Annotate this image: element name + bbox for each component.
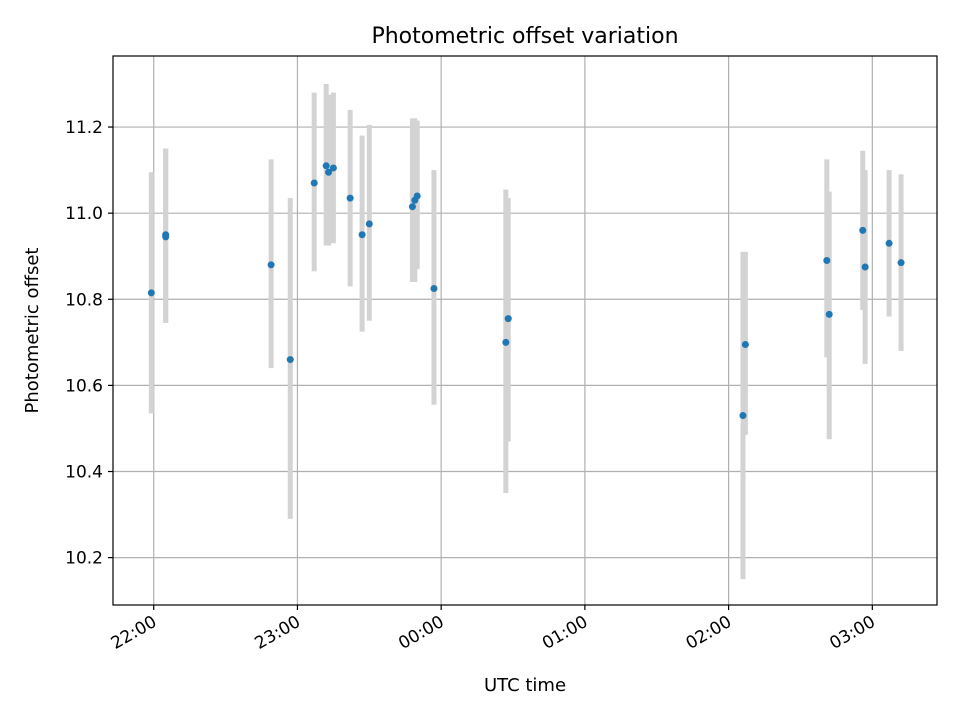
plot-frame bbox=[112, 55, 938, 606]
x-axis-label: UTC time bbox=[484, 675, 566, 696]
data-point bbox=[365, 220, 373, 228]
data-point bbox=[859, 226, 867, 234]
data-point bbox=[741, 340, 749, 348]
data-point bbox=[162, 231, 170, 239]
data-point bbox=[267, 261, 275, 269]
y-tick-label: 10.4 bbox=[65, 463, 103, 483]
data-point bbox=[504, 315, 512, 323]
y-tick-label: 11.2 bbox=[65, 118, 103, 138]
data-point bbox=[823, 257, 831, 265]
data-point bbox=[861, 263, 869, 271]
y-tick-label: 10.8 bbox=[65, 290, 103, 310]
data-point bbox=[329, 164, 337, 172]
data-point bbox=[413, 192, 421, 200]
data-point bbox=[502, 338, 510, 346]
grid bbox=[113, 56, 937, 605]
data-point bbox=[897, 259, 905, 267]
data-point bbox=[322, 162, 330, 170]
data-point bbox=[885, 239, 893, 247]
data-point bbox=[147, 289, 155, 297]
chart-title: Photometric offset variation bbox=[371, 24, 678, 49]
y-tick-label: 10.6 bbox=[65, 376, 103, 396]
y-tick-label: 10.2 bbox=[65, 549, 103, 569]
data-point bbox=[408, 203, 416, 211]
data-point bbox=[346, 194, 354, 202]
y-tick-label: 11.0 bbox=[65, 204, 103, 224]
data-point bbox=[286, 356, 294, 364]
data-points bbox=[147, 162, 905, 420]
data-point bbox=[430, 285, 438, 293]
data-point bbox=[358, 231, 366, 239]
y-axis-label: Photometric offset bbox=[22, 248, 43, 414]
data-point bbox=[739, 412, 747, 420]
data-point bbox=[825, 310, 833, 318]
data-point bbox=[310, 179, 318, 187]
data-point bbox=[325, 168, 333, 176]
